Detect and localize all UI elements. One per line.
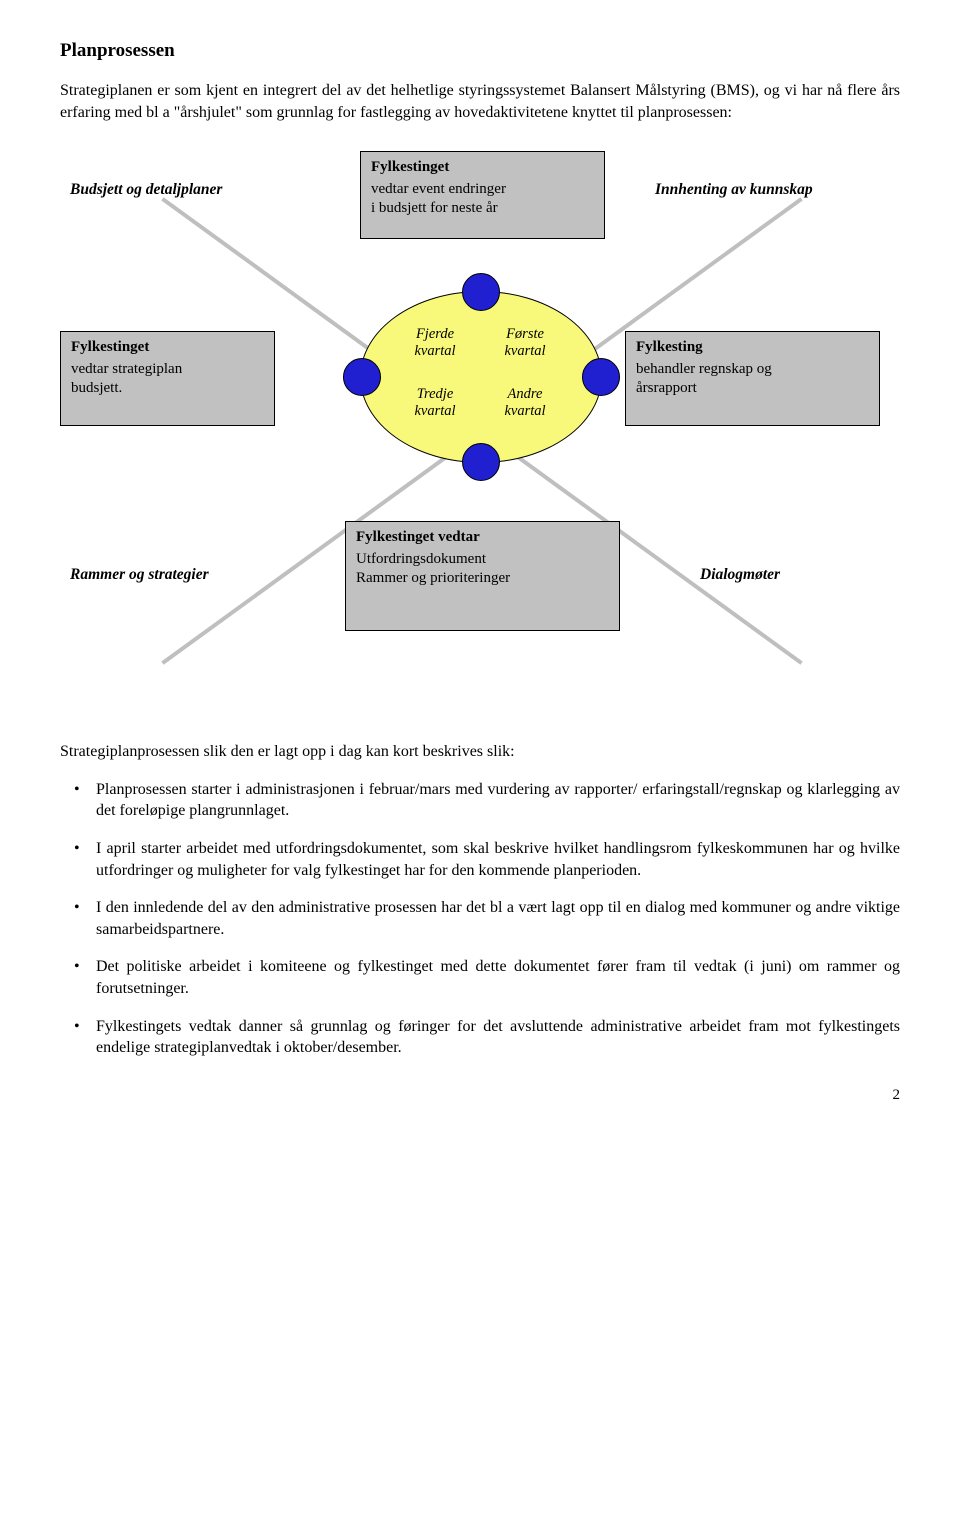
list-item: Det politiske arbeidet i komiteene og fy… bbox=[60, 956, 900, 999]
box-title: Fylkestinget vedtar bbox=[356, 528, 609, 547]
quadrant-label: Andre kvartal bbox=[490, 386, 560, 419]
box-line: årsrapport bbox=[636, 380, 697, 396]
quad-word: kvartal bbox=[504, 343, 545, 359]
box-line: i budsjett for neste år bbox=[371, 200, 498, 216]
corner-label-tl: Budsjett og detaljplaner bbox=[70, 181, 222, 199]
box-left: Fylkestinget vedtar strategiplan budsjet… bbox=[60, 331, 275, 426]
list-item: Planprosessen starter i administrasjonen… bbox=[60, 779, 900, 822]
box-line: Utfordringsdokument bbox=[356, 551, 486, 567]
box-line: vedtar event endringer bbox=[371, 181, 506, 197]
intro-paragraph: Strategiplanen er som kjent en integrert… bbox=[60, 80, 900, 123]
page-title: Planprosessen bbox=[60, 40, 900, 62]
box-line: Rammer og prioriteringer bbox=[356, 570, 510, 586]
blue-dot-icon bbox=[582, 358, 620, 396]
list-item: I den innledende del av den administrati… bbox=[60, 897, 900, 940]
box-title: Fylkestinget bbox=[371, 158, 594, 177]
box-line: budsjett. bbox=[71, 380, 122, 396]
corner-label-bl: Rammer og strategier bbox=[70, 566, 209, 584]
quadrant-label: Fjerde kvartal bbox=[400, 326, 470, 359]
box-right: Fylkesting behandler regnskap og årsrapp… bbox=[625, 331, 880, 426]
blue-dot-icon bbox=[462, 443, 500, 481]
corner-label-br: Dialogmøter bbox=[700, 566, 780, 584]
page-number: 2 bbox=[60, 1087, 900, 1104]
box-bottom: Fylkestinget vedtar Utfordringsdokument … bbox=[345, 521, 620, 631]
bullet-list: Planprosessen starter i administrasjonen… bbox=[60, 779, 900, 1059]
quad-word: Tredje bbox=[417, 386, 454, 402]
box-line: vedtar strategiplan bbox=[71, 361, 182, 377]
wheel-diagram: Budsjett og detaljplaner Innhenting av k… bbox=[60, 151, 900, 711]
quad-word: Fjerde bbox=[416, 326, 454, 342]
quad-word: kvartal bbox=[504, 403, 545, 419]
after-diagram-text: Strategiplanprosessen slik den er lagt o… bbox=[60, 741, 900, 763]
quad-word: kvartal bbox=[414, 343, 455, 359]
quad-word: Andre bbox=[508, 386, 543, 402]
list-item: I april starter arbeidet med utfordrings… bbox=[60, 838, 900, 881]
quadrant-label: Første kvartal bbox=[490, 326, 560, 359]
list-item: Fylkestingets vedtak danner så grunnlag … bbox=[60, 1016, 900, 1059]
blue-dot-icon bbox=[462, 273, 500, 311]
blue-dot-icon bbox=[343, 358, 381, 396]
quad-word: kvartal bbox=[414, 403, 455, 419]
box-title: Fylkesting bbox=[636, 338, 869, 357]
quadrant-label: Tredje kvartal bbox=[400, 386, 470, 419]
corner-label-tr: Innhenting av kunnskap bbox=[655, 181, 813, 199]
year-wheel-circle bbox=[360, 291, 602, 463]
quad-word: Første bbox=[506, 326, 544, 342]
box-top: Fylkestinget vedtar event endringer i bu… bbox=[360, 151, 605, 239]
box-title: Fylkestinget bbox=[71, 338, 264, 357]
box-line: behandler regnskap og bbox=[636, 361, 772, 377]
